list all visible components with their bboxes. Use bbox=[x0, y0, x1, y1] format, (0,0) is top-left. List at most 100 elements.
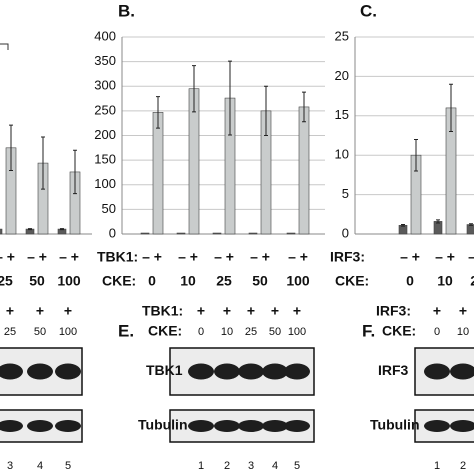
pair-label: – + bbox=[250, 249, 270, 265]
error-bar bbox=[9, 124, 13, 171]
bar bbox=[0, 228, 3, 235]
error-bar bbox=[414, 138, 418, 172]
x-tick-label: 50 bbox=[29, 273, 45, 289]
band bbox=[238, 363, 264, 380]
y-tick-label: 100 bbox=[94, 176, 116, 191]
band bbox=[27, 420, 53, 432]
lane-number: 5 bbox=[294, 460, 300, 472]
lane-number: 2 bbox=[460, 460, 466, 472]
y-tick-label: 25 bbox=[335, 28, 349, 43]
bar bbox=[176, 232, 186, 235]
band bbox=[214, 363, 240, 380]
band bbox=[450, 363, 474, 380]
band bbox=[238, 420, 264, 432]
band bbox=[0, 363, 23, 380]
bar bbox=[152, 112, 164, 235]
error-bar bbox=[302, 91, 306, 123]
band bbox=[27, 363, 53, 380]
lane-condition: + bbox=[223, 303, 231, 319]
x-tick-label: 100 bbox=[57, 273, 81, 289]
lane-condition: + bbox=[6, 303, 14, 319]
bar bbox=[286, 232, 296, 235]
error-bar bbox=[436, 219, 440, 224]
error-bar bbox=[28, 228, 32, 231]
lane-condition: + bbox=[293, 303, 301, 319]
row-label: IRF3: bbox=[330, 249, 365, 265]
x-tick-label: 25 bbox=[216, 273, 232, 289]
band bbox=[424, 363, 450, 380]
band bbox=[214, 420, 240, 432]
error-bar bbox=[264, 85, 268, 136]
lane-number: 1 bbox=[198, 460, 204, 472]
y-tick-label: 15 bbox=[335, 107, 349, 122]
row-label: IRF3: bbox=[376, 303, 411, 319]
lane-condition: 25 bbox=[245, 326, 257, 338]
lane-condition: 10 bbox=[221, 326, 233, 338]
pair-label: – + bbox=[142, 249, 162, 265]
band-label: IRF3 bbox=[378, 362, 409, 378]
panel-label: E. bbox=[118, 321, 134, 340]
row-label: CKE: bbox=[335, 273, 369, 289]
lane-number: 4 bbox=[37, 460, 43, 472]
lane-condition: 25 bbox=[4, 326, 16, 338]
band bbox=[55, 420, 81, 432]
row-label: CKE: bbox=[102, 273, 136, 289]
bar bbox=[398, 225, 408, 235]
y-tick-label: 0 bbox=[109, 225, 116, 240]
lane-number: 3 bbox=[7, 460, 13, 472]
legend-frame bbox=[0, 43, 9, 50]
pair-label: – + bbox=[400, 249, 420, 265]
lane-condition: 100 bbox=[288, 326, 306, 338]
error-bar bbox=[449, 83, 453, 133]
error-bar bbox=[192, 65, 196, 113]
pair-label: – + bbox=[27, 249, 47, 265]
panel-label: F. bbox=[362, 321, 375, 340]
y-tick-label: 300 bbox=[94, 78, 116, 93]
band bbox=[188, 363, 214, 380]
error-bar bbox=[469, 223, 473, 226]
band bbox=[284, 363, 310, 380]
lane-condition: 100 bbox=[59, 326, 77, 338]
bar bbox=[212, 232, 222, 235]
band bbox=[284, 420, 310, 432]
x-tick-label: 10 bbox=[437, 273, 453, 289]
x-tick-label: 0 bbox=[406, 273, 414, 289]
lane-condition: + bbox=[197, 303, 205, 319]
bar bbox=[466, 224, 474, 235]
lane-condition: 10 bbox=[457, 326, 469, 338]
x-tick-label: 50 bbox=[252, 273, 268, 289]
y-tick-label: 10 bbox=[335, 147, 349, 162]
pair-label: – + bbox=[214, 249, 234, 265]
x-tick-label: 0 bbox=[148, 273, 156, 289]
band-label: TBK1 bbox=[146, 362, 183, 378]
lane-condition: + bbox=[459, 303, 467, 319]
lane-condition: 0 bbox=[198, 326, 204, 338]
band bbox=[0, 420, 23, 432]
row-label: CKE: bbox=[382, 323, 416, 339]
error-bar bbox=[41, 136, 45, 190]
pair-label: – + bbox=[178, 249, 198, 265]
y-tick-label: 200 bbox=[94, 127, 116, 142]
lane-condition: 50 bbox=[34, 326, 46, 338]
lane-condition: 50 bbox=[269, 326, 281, 338]
y-tick-label: 350 bbox=[94, 53, 116, 68]
error-bar bbox=[60, 228, 64, 231]
error-bar bbox=[156, 96, 160, 129]
lane-number: 3 bbox=[248, 460, 254, 472]
error-bar bbox=[401, 224, 405, 227]
bar bbox=[298, 106, 310, 235]
pair-label: – + bbox=[468, 249, 474, 265]
error-bar bbox=[73, 149, 77, 195]
band bbox=[262, 363, 288, 380]
bar bbox=[248, 232, 258, 235]
row-label: TBK1: bbox=[142, 303, 183, 319]
band-label: Tubulin bbox=[370, 417, 420, 433]
pair-label: – + bbox=[435, 249, 455, 265]
lane-condition: + bbox=[271, 303, 279, 319]
y-tick-label: 50 bbox=[102, 201, 116, 216]
y-tick-label: 20 bbox=[335, 68, 349, 83]
lane-condition: 0 bbox=[434, 326, 440, 338]
y-tick-label: 250 bbox=[94, 102, 116, 117]
error-bar bbox=[228, 60, 232, 136]
